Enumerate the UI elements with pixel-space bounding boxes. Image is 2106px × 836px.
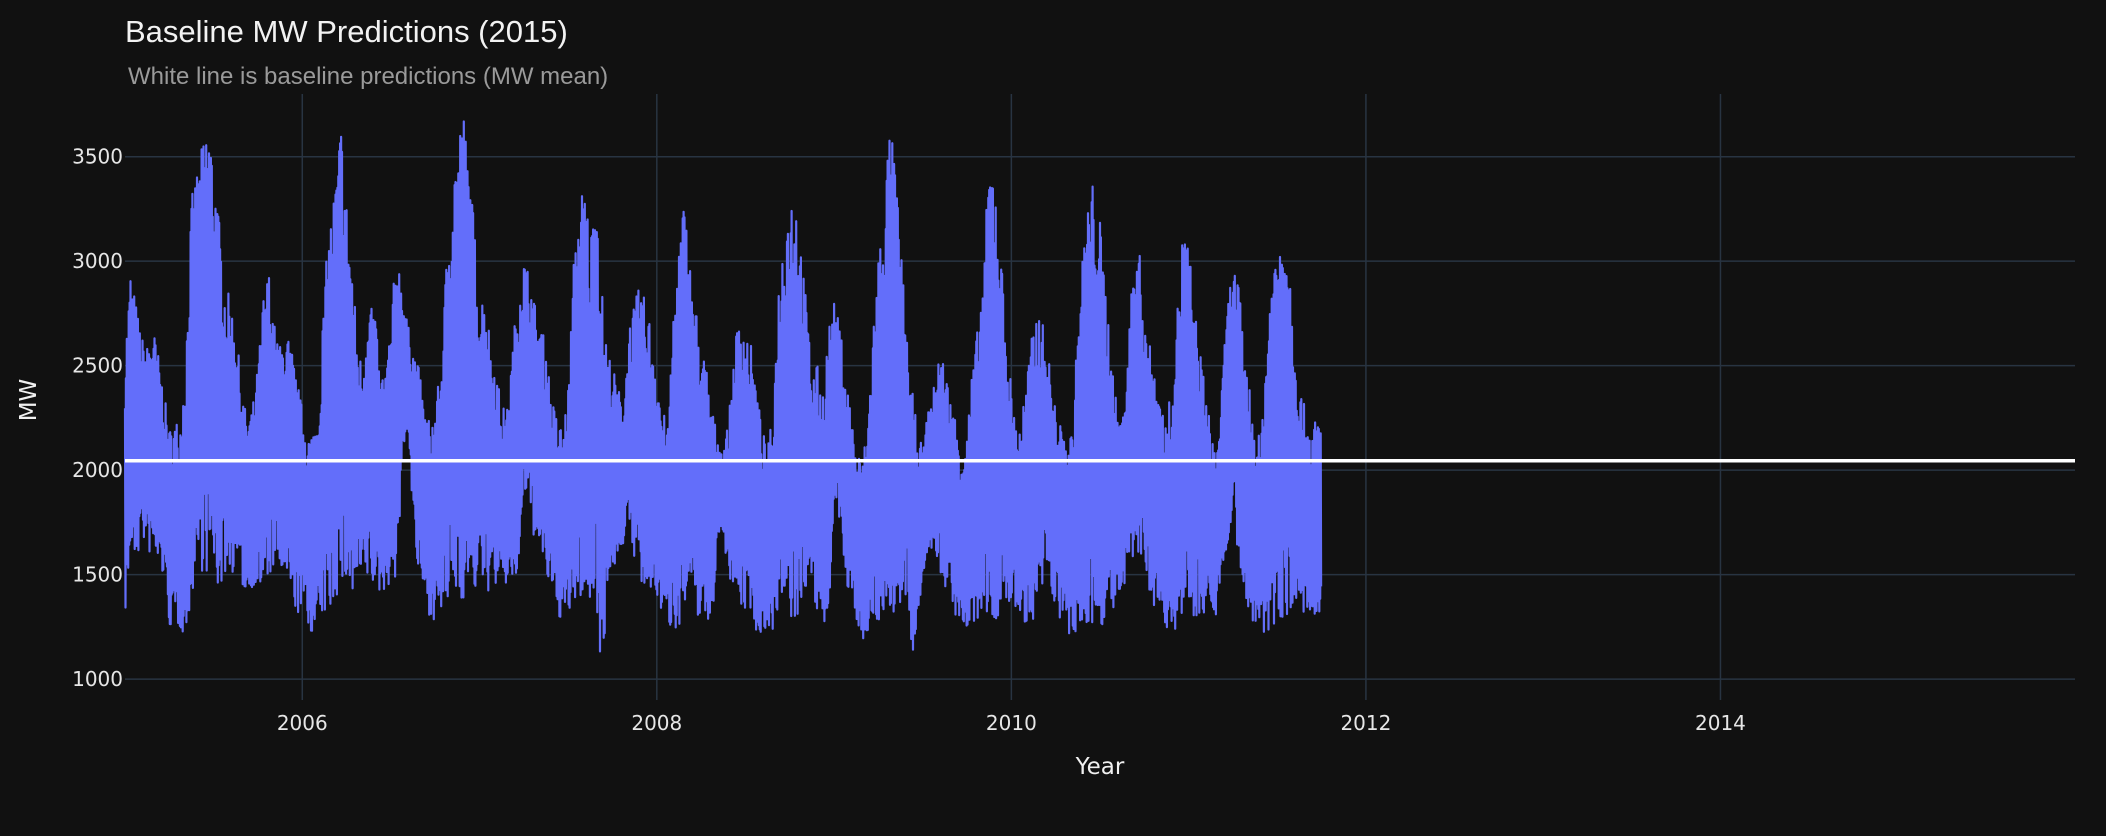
y-tick-label: 1000 <box>72 667 123 691</box>
x-axis-title: Year <box>1075 754 1125 780</box>
y-tick-label: 3000 <box>72 249 123 273</box>
y-tick-label: 2000 <box>72 458 123 482</box>
chart-title: Baseline MW Predictions (2015) <box>125 14 568 49</box>
x-tick-label: 2012 <box>1340 711 1391 735</box>
series-line-mw <box>123 120 1323 653</box>
x-tick-label: 2014 <box>1695 711 1746 735</box>
x-tick-label: 2006 <box>277 711 328 735</box>
x-tick-label: 2008 <box>631 711 682 735</box>
y-tick-label: 3500 <box>72 145 123 169</box>
chart-subtitle: White line is baseline predictions (MW m… <box>128 63 609 90</box>
series-layer <box>123 120 2075 653</box>
y-tick-label: 1500 <box>72 563 123 587</box>
y-axis-title: MW <box>16 379 42 422</box>
y-tick-label: 2500 <box>72 354 123 378</box>
x-tick-label: 2010 <box>986 711 1037 735</box>
axes: 1000 1500 2000 2500 3000 3500 2006 2008 2010 2012… <box>72 145 1746 735</box>
